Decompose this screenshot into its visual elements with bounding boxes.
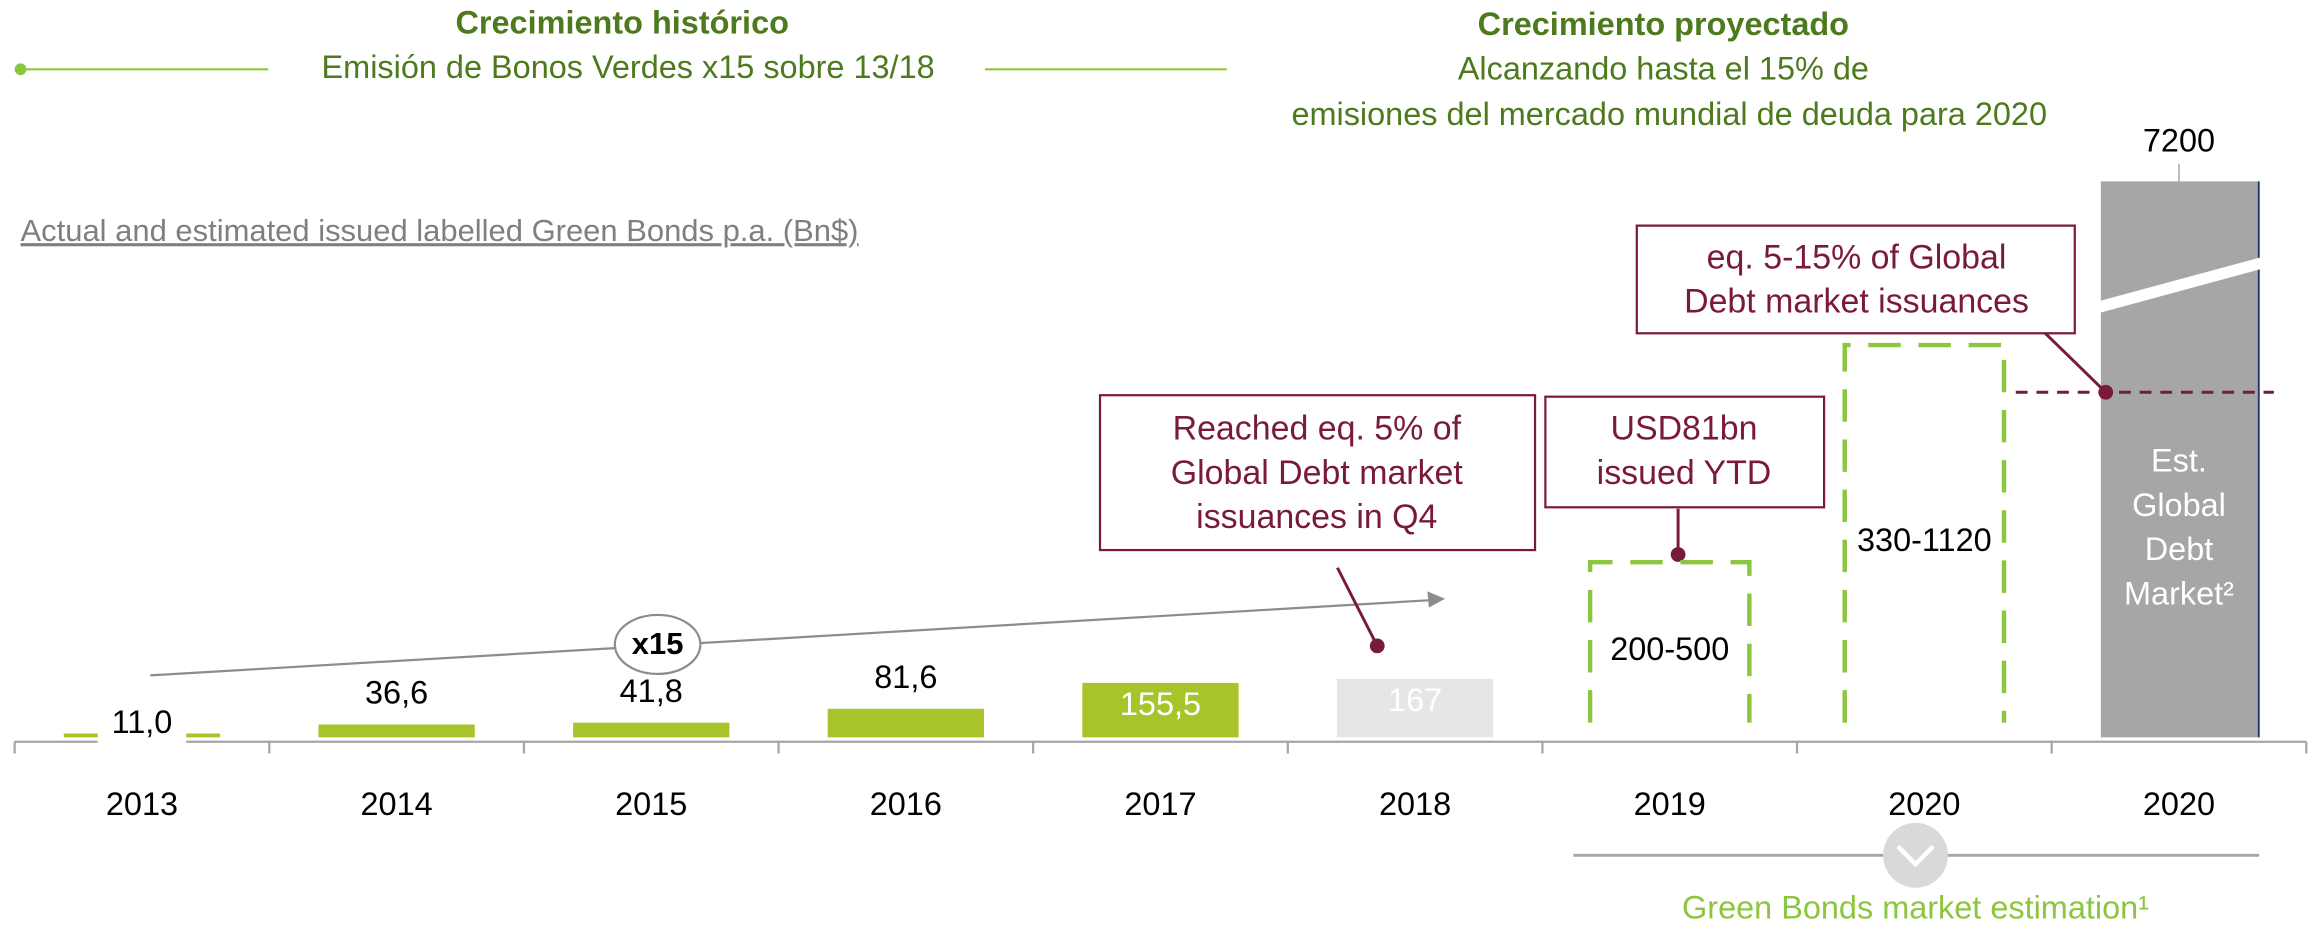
range-label: 330-1120 xyxy=(1857,522,1992,558)
value-label: 81,6 xyxy=(874,659,937,695)
x-tick-label: 2014 xyxy=(361,786,433,822)
bar-label: Debt xyxy=(2145,531,2214,567)
annotation-text: eq. 5-15% of Global xyxy=(1707,238,2007,276)
value-label: 41,8 xyxy=(620,673,683,709)
annotation-text: Global Debt market xyxy=(1171,454,1464,492)
value-label: 11,0 xyxy=(112,704,173,740)
bar-label: Global xyxy=(2132,487,2226,523)
annotation-text: issuances in Q4 xyxy=(1196,498,1437,536)
bar xyxy=(827,708,985,738)
x-tick-label: 2017 xyxy=(1124,786,1196,822)
bar xyxy=(318,724,475,738)
annotation-box xyxy=(1544,395,1826,509)
leader-dot xyxy=(1670,547,1686,562)
leader-dot xyxy=(2098,384,2114,400)
range-label: 200-500 xyxy=(1610,631,1729,667)
header-right-line: emisiones del mercado mundial de deuda p… xyxy=(1291,96,2047,132)
growth-label: x15 xyxy=(632,626,684,661)
bar-label: Market² xyxy=(2124,575,2234,611)
header-right-line: Alcanzando hasta el 15% de xyxy=(1458,50,1869,86)
footer-label: Green Bonds market estimation¹ xyxy=(1682,889,2149,925)
chart-subtitle: Actual and estimated issued labelled Gre… xyxy=(21,213,859,248)
bar xyxy=(573,722,730,738)
annotation-text: issued YTD xyxy=(1597,454,1772,492)
value-label: 155,5 xyxy=(1120,686,1201,722)
x-tick-label: 2019 xyxy=(1634,786,1706,822)
value-label: 36,6 xyxy=(365,675,428,711)
annotation-box xyxy=(1635,224,2076,335)
bar xyxy=(1082,682,1239,738)
x-tick-label: 2020 xyxy=(1888,786,1960,822)
growth-badge xyxy=(613,613,702,676)
x-tick-label: 2018 xyxy=(1379,786,1451,822)
header-right-title: Crecimiento proyectado xyxy=(1478,6,1849,42)
annotation-text: Debt market issuances xyxy=(1684,283,2029,321)
arrow-head xyxy=(1427,591,1446,608)
x-tick-label: 2015 xyxy=(615,786,687,822)
label-bg xyxy=(97,705,187,744)
footer-badge xyxy=(1883,822,1948,888)
annotation-text: USD81bn xyxy=(1610,410,1757,448)
value-label: 167 xyxy=(1388,682,1442,718)
header-dot xyxy=(14,63,27,76)
x-tick-label: 2020 xyxy=(2143,786,2215,822)
header-left-subtitle: Emisión de Bonos Verdes x15 sobre 13/18 xyxy=(322,49,935,85)
bar xyxy=(1336,678,1494,738)
leader-dot xyxy=(1369,638,1385,654)
annotation-box xyxy=(1098,394,1537,552)
value-label: 7200 xyxy=(2143,123,2215,159)
leader-line xyxy=(2044,332,2107,394)
growth-arrow xyxy=(150,599,1431,677)
x-tick-label: 2016 xyxy=(870,786,942,822)
header-left-title: Crecimiento histórico xyxy=(455,5,788,41)
annotation-text: Reached eq. 5% of xyxy=(1173,410,1462,448)
x-tick-label: 2013 xyxy=(106,786,178,822)
leader-line xyxy=(1336,567,1379,647)
range-box xyxy=(1587,560,1752,723)
axis-break xyxy=(2094,255,2269,315)
chevron xyxy=(1896,844,1935,868)
bar-label: Est. xyxy=(2151,443,2207,479)
range-box xyxy=(1842,342,2007,723)
